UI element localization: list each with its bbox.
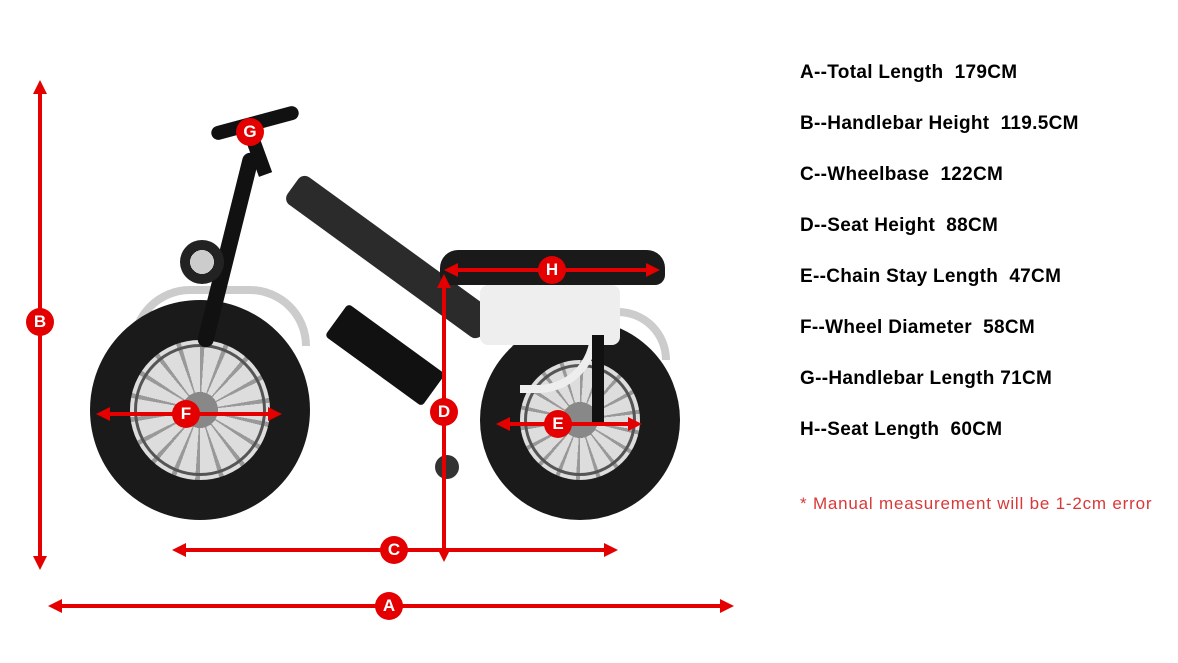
legend-key: B — [800, 113, 814, 134]
dim-label-A: A — [375, 592, 403, 620]
legend-row-B: B--Handlebar Height 119.5CM — [800, 113, 1158, 135]
arrowhead-right-icon — [720, 599, 734, 613]
arrowhead-left-icon — [172, 543, 186, 557]
legend-value: 179CM — [955, 62, 1018, 83]
arrowhead-right-icon — [628, 417, 642, 431]
legend-name: Wheelbase — [827, 164, 929, 185]
legend-name: Seat Height — [827, 215, 935, 236]
dim-label-E: E — [544, 410, 572, 438]
arrowhead-right-icon — [268, 407, 282, 421]
arrowhead-down-icon — [437, 548, 451, 562]
crank — [435, 455, 459, 479]
arrowhead-right-icon — [646, 263, 660, 277]
legend-key: G — [800, 368, 815, 389]
legend-name: Wheel Diameter — [825, 317, 972, 338]
legend-row-E: E--Chain Stay Length 47CM — [800, 266, 1158, 288]
diagram-area: B A C D F E H G — [0, 0, 760, 663]
measurement-disclaimer: * Manual measurement will be 1-2cm error — [800, 494, 1158, 514]
legend-value: 60CM — [951, 419, 1003, 440]
arrowhead-down-icon — [33, 556, 47, 570]
dim-label-D: D — [430, 398, 458, 426]
dim-label-C: C — [380, 536, 408, 564]
dimensions-legend: A--Total Length 179CM B--Handlebar Heigh… — [760, 0, 1178, 663]
root: B A C D F E H G A--To — [0, 0, 1178, 663]
legend-row-F: F--Wheel Diameter 58CM — [800, 317, 1158, 339]
arrowhead-left-icon — [48, 599, 62, 613]
legend-key: H — [800, 419, 814, 440]
legend-key: C — [800, 164, 814, 185]
legend-value: 119.5CM — [1001, 113, 1079, 134]
headlight — [180, 240, 224, 284]
legend-key: D — [800, 215, 814, 236]
legend-row-A: A--Total Length 179CM — [800, 62, 1158, 84]
legend-value: 71CM — [1000, 368, 1052, 389]
legend-name: Chain Stay Length — [826, 266, 998, 287]
legend-row-H: H--Seat Length 60CM — [800, 419, 1158, 441]
battery-pack — [325, 304, 446, 407]
ebike-illustration — [80, 110, 720, 540]
arrowhead-left-icon — [96, 407, 110, 421]
legend-value: 122CM — [940, 164, 1003, 185]
legend-row-C: C--Wheelbase 122CM — [800, 164, 1158, 186]
dim-label-G: G — [236, 118, 264, 146]
dim-label-F: F — [172, 400, 200, 428]
arrowhead-up-icon — [33, 80, 47, 94]
dim-label-B: B — [26, 308, 54, 336]
legend-value: 47CM — [1009, 266, 1061, 287]
arrowhead-left-icon — [444, 263, 458, 277]
legend-name: Seat Length — [827, 419, 939, 440]
legend-key: A — [800, 62, 814, 83]
arrowhead-left-icon — [496, 417, 510, 431]
legend-row-G: G--Handlebar Length 71CM — [800, 368, 1158, 390]
dim-label-H: H — [538, 256, 566, 284]
legend-name: Handlebar Height — [827, 113, 989, 134]
legend-key: E — [800, 266, 813, 287]
legend-name: Total Length — [827, 62, 943, 83]
legend-row-D: D--Seat Height 88CM — [800, 215, 1158, 237]
arrowhead-right-icon — [604, 543, 618, 557]
legend-value: 88CM — [946, 215, 998, 236]
rear-shock — [592, 335, 604, 425]
legend-name: Handlebar Length — [828, 368, 994, 389]
legend-value: 58CM — [983, 317, 1035, 338]
legend-key: F — [800, 317, 812, 338]
